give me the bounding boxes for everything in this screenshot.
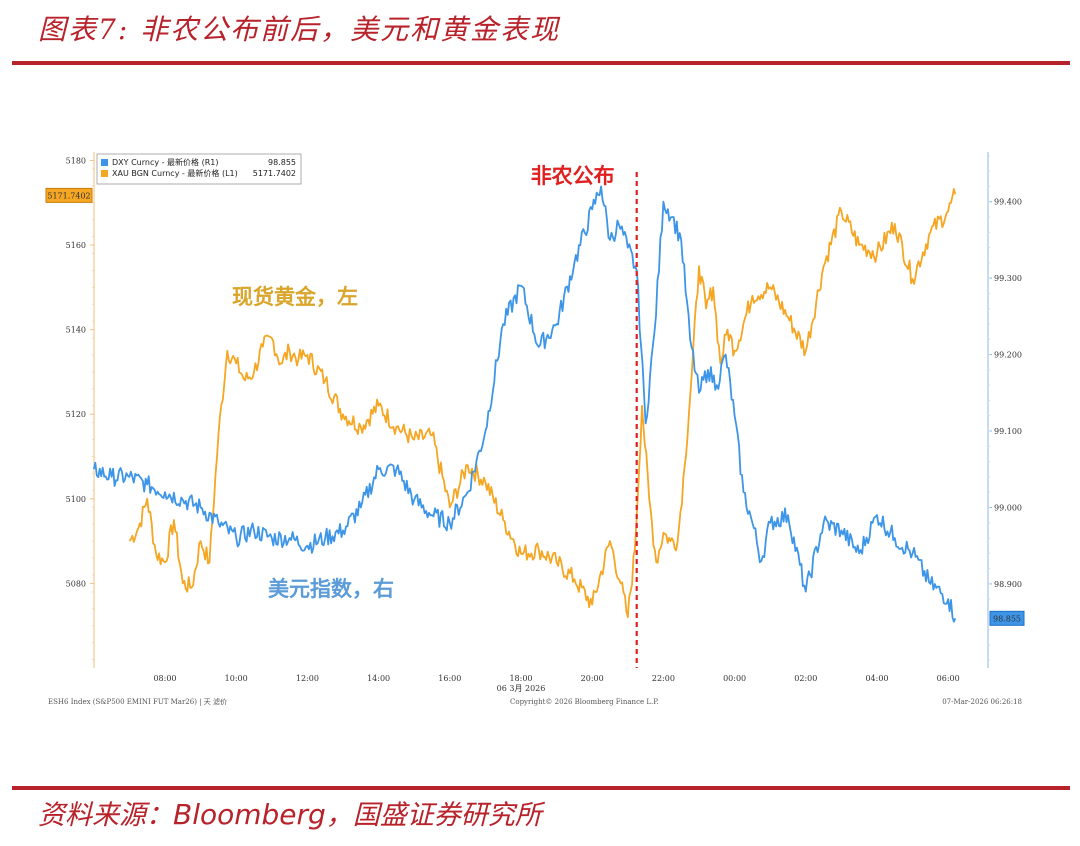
chart-footer-center: Copyright© 2026 Bloomberg Finance L.P. bbox=[510, 698, 659, 706]
right-tick-label: 99.200 bbox=[994, 351, 1022, 360]
right-last-value-tag: 98.855 bbox=[989, 610, 1025, 626]
left-last-value-box bbox=[45, 187, 93, 203]
right-last-value-text: 98.855 bbox=[993, 614, 1021, 623]
x-tick-label: 14:00 bbox=[367, 674, 390, 683]
left-tick-label: 5120 bbox=[66, 410, 86, 419]
right-tick-label: 98.900 bbox=[994, 580, 1022, 589]
left-last-value-tag: 5171.7402 bbox=[45, 187, 93, 203]
left-tick-label: 5140 bbox=[66, 326, 86, 335]
x-tick-label: 22:00 bbox=[652, 674, 675, 683]
x-tick-label: 10:00 bbox=[225, 674, 248, 683]
bottom-divider bbox=[12, 786, 1070, 790]
x-tick-label: 04:00 bbox=[865, 674, 888, 683]
gold-annotation: 现货黄金，左 bbox=[232, 285, 358, 309]
legend-box bbox=[96, 153, 302, 185]
right-last-value-box bbox=[989, 610, 1025, 626]
left-tick-label: 5100 bbox=[66, 495, 86, 504]
dollar-annotation: 美元指数，右 bbox=[268, 577, 394, 601]
legend-swatch bbox=[101, 159, 108, 166]
right-tick-label: 99.400 bbox=[994, 198, 1022, 207]
left-last-value-text: 5171.7402 bbox=[47, 191, 90, 200]
x-tick-label: 16:00 bbox=[438, 674, 461, 683]
chart-title: 图表7: 非农公布前后，美元和黄金表现 bbox=[38, 13, 561, 46]
series-layer: 5171.7402 98.855 bbox=[45, 185, 1025, 626]
legend-label: XAU BGN Curncy - 最新价格 (L1) bbox=[112, 168, 238, 178]
source-prefix: 资料来源： bbox=[38, 800, 173, 831]
axes-layer: 5080 5100 5120 5140 5160 5180 98.900 99.000 99.1… bbox=[48, 152, 1022, 706]
dollar-index-line bbox=[92, 185, 957, 623]
legend-swatch bbox=[101, 170, 108, 177]
legend: DXY Curncy - 最新价格 (R1) 98.855 XAU BGN Curn… bbox=[96, 153, 302, 185]
x-tick-label: 00:00 bbox=[723, 674, 746, 683]
legend-label: DXY Curncy - 最新价格 (R1) bbox=[112, 157, 218, 167]
left-tick-label: 5160 bbox=[66, 241, 86, 250]
event-layer: 非农公布 bbox=[531, 164, 638, 668]
right-tick-label: 99.000 bbox=[994, 503, 1022, 512]
x-tick-label: 08:00 bbox=[153, 674, 176, 683]
chart-footer-left: ESH6 Index (S&P500 EMINI FUT Mar26) | 天 … bbox=[48, 697, 227, 706]
left-tick-label: 5180 bbox=[66, 156, 86, 165]
left-tick-label: 5080 bbox=[66, 579, 86, 588]
x-date-label: 06 3月 2026 bbox=[497, 684, 546, 693]
x-tick-label: 12:00 bbox=[296, 674, 319, 683]
legend-value: 98.855 bbox=[268, 158, 296, 167]
event-label: 非农公布 bbox=[531, 164, 615, 188]
source-suffix: ，国盛证券研究所 bbox=[325, 800, 542, 831]
right-tick-label: 99.100 bbox=[994, 427, 1022, 436]
source-brand: Bloomberg bbox=[173, 798, 326, 831]
chart-footer-right: 07-Mar-2026 06:26:18 bbox=[942, 698, 1022, 706]
x-tick-label: 06:00 bbox=[937, 674, 960, 683]
x-tick-label: 18:00 bbox=[509, 674, 532, 683]
gold-price-line bbox=[128, 188, 957, 619]
right-tick-label: 99.300 bbox=[994, 274, 1022, 283]
source-note: 资料来源：Bloomberg，国盛证券研究所 bbox=[38, 793, 542, 832]
top-divider bbox=[12, 61, 1070, 65]
x-tick-label: 02:00 bbox=[794, 674, 817, 683]
legend-value: 5171.7402 bbox=[253, 169, 296, 178]
x-tick-label: 20:00 bbox=[581, 674, 604, 683]
